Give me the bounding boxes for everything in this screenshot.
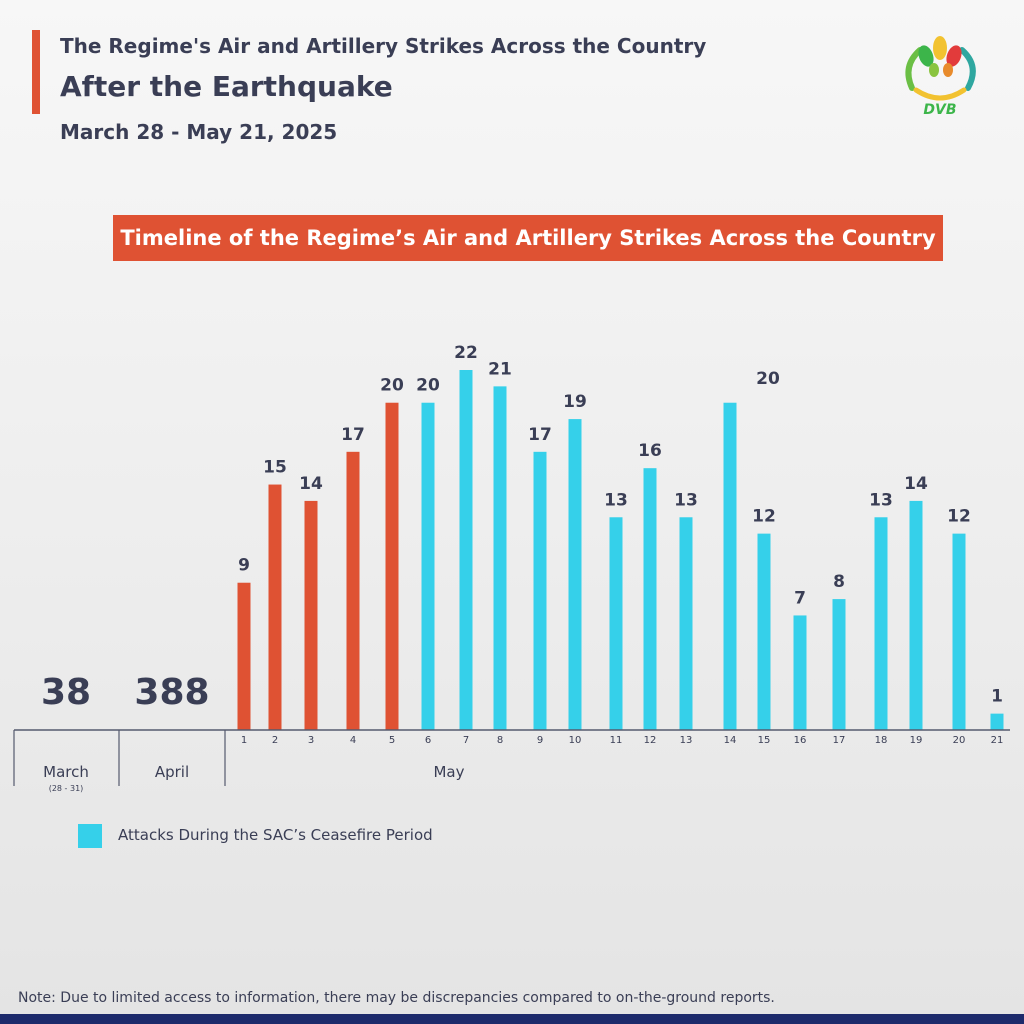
- x-tick-label: 11: [610, 735, 623, 746]
- x-tick-label: 13: [680, 735, 693, 746]
- x-tick-label: 21: [991, 735, 1004, 746]
- bar-may-18: [874, 517, 888, 730]
- legend-label-ceasefire: Attacks During the SAC’s Ceasefire Perio…: [118, 826, 433, 844]
- bar-may-7: [459, 370, 473, 730]
- bottom-strip: [0, 1014, 1024, 1024]
- header-title-line2: After the Earthquake: [60, 70, 393, 103]
- bar-may-13: [679, 517, 693, 730]
- bar-value-label: 9: [238, 556, 250, 576]
- header-title-line1: The Regime's Air and Artillery Strikes A…: [60, 34, 707, 58]
- bar-may-11: [609, 517, 623, 730]
- x-tick-label: 18: [875, 735, 888, 746]
- x-tick-label: 7: [463, 735, 469, 746]
- bar-value-label: 22: [454, 343, 478, 363]
- x-tick-label: 2: [272, 735, 278, 746]
- summary-value-march: 38: [41, 672, 91, 713]
- bar-may-2: [268, 484, 282, 730]
- header-date-range: March 28 - May 21, 2025: [60, 120, 338, 144]
- x-tick-label: 6: [425, 735, 431, 746]
- x-tick-label: 10: [569, 735, 582, 746]
- x-tick-label: 12: [644, 735, 657, 746]
- bar-may-17: [832, 599, 846, 730]
- x-tick-label: 20: [953, 735, 966, 746]
- bar-may-14: [723, 402, 737, 730]
- x-tick-label: 1: [241, 735, 247, 746]
- legend-swatch-ceasefire: [78, 824, 102, 848]
- bar-value-label: 13: [604, 490, 628, 510]
- bar-value-label: 17: [528, 425, 552, 445]
- bar-may-9: [533, 451, 547, 730]
- header-accent-bar: [32, 30, 40, 114]
- bar-may-5: [385, 402, 399, 730]
- x-tick-label: 8: [497, 735, 503, 746]
- bar-value-label: 17: [341, 425, 365, 445]
- month-label-may: May: [433, 763, 464, 781]
- x-tick-label: 16: [794, 735, 807, 746]
- bar-value-label: 13: [674, 490, 698, 510]
- bar-value-label: 21: [488, 359, 512, 379]
- x-tick-label: 15: [758, 735, 771, 746]
- summary-value-april: 388: [134, 672, 209, 713]
- summary-label-april: April: [155, 763, 189, 781]
- x-tick-label: 17: [833, 735, 846, 746]
- bar-value-label: 15: [263, 458, 287, 478]
- bar-value-label: 20: [756, 369, 780, 389]
- x-tick-label: 3: [308, 735, 314, 746]
- bar-may-10: [568, 419, 582, 730]
- summary-label-march: March: [43, 763, 89, 781]
- chart-title-banner: Timeline of the Regime’s Air and Artille…: [113, 215, 943, 261]
- bar-value-label: 7: [794, 588, 806, 608]
- summary-sublabel-march: (28 - 31): [49, 784, 84, 793]
- bar-may-15: [757, 533, 771, 730]
- bar-may-20: [952, 533, 966, 730]
- bar-value-label: 14: [299, 474, 323, 494]
- bar-value-label: 19: [563, 392, 587, 412]
- bar-may-1: [237, 582, 251, 730]
- bar-may-21: [990, 713, 1004, 730]
- bar-value-label: 20: [380, 376, 404, 396]
- bar-may-8: [493, 386, 507, 730]
- bar-value-label: 14: [904, 474, 928, 494]
- bar-may-6: [421, 402, 435, 730]
- x-tick-label: 9: [537, 735, 543, 746]
- x-tick-label: 19: [910, 735, 923, 746]
- logo-text: DVB: [923, 102, 956, 118]
- bar-value-label: 20: [416, 376, 440, 396]
- bar-may-4: [346, 451, 360, 730]
- x-tick-label: 5: [389, 735, 395, 746]
- bar-may-12: [643, 468, 657, 730]
- bar-may-19: [909, 500, 923, 730]
- x-tick-label: 4: [350, 735, 356, 746]
- dvb-logo-icon: DVB: [905, 36, 976, 118]
- bar-value-label: 1: [991, 687, 1003, 707]
- bar-value-label: 16: [638, 441, 662, 461]
- bar-may-16: [793, 615, 807, 730]
- footnote: Note: Due to limited access to informati…: [18, 990, 775, 1006]
- bar-value-label: 12: [752, 507, 776, 527]
- bar-may-3: [304, 500, 318, 730]
- bar-value-label: 8: [833, 572, 845, 592]
- bar-value-label: 13: [869, 490, 893, 510]
- x-tick-label: 14: [724, 735, 737, 746]
- bar-value-label: 12: [947, 507, 971, 527]
